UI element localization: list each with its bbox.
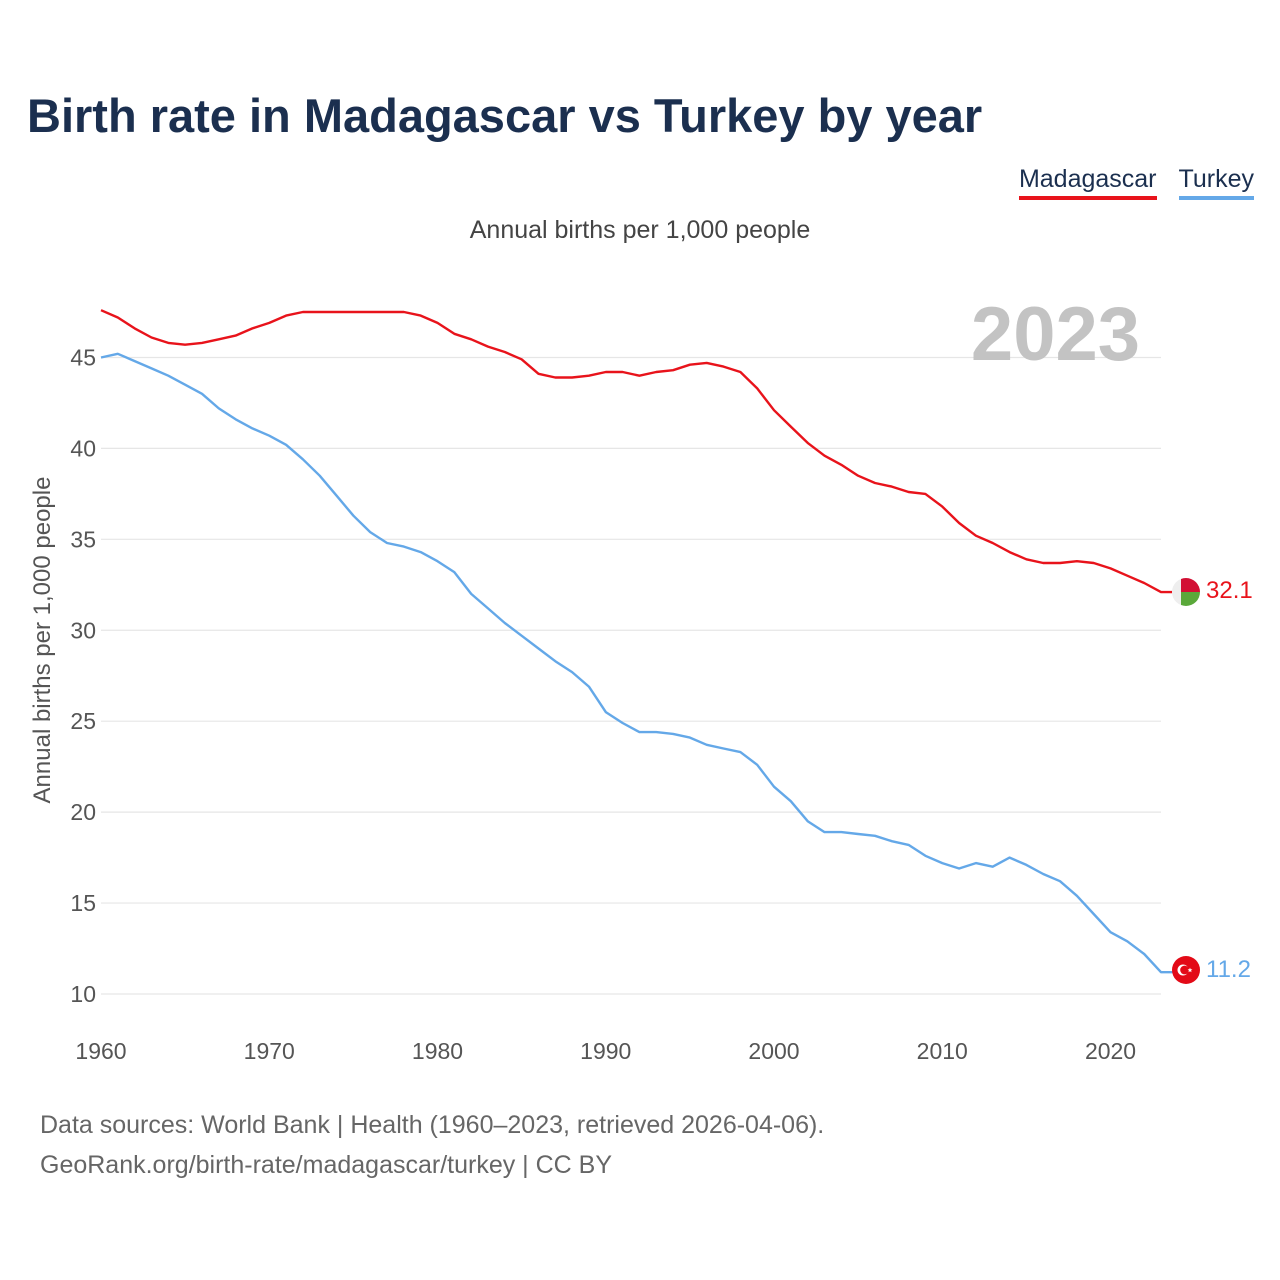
legend-item-turkey[interactable]: Turkey bbox=[1178, 165, 1254, 200]
x-axis-ticks: 1960 1970 1980 1990 2000 2010 2020 bbox=[75, 1038, 1136, 1064]
turkey-flag-icon bbox=[1172, 956, 1200, 984]
y-tick-label: 10 bbox=[70, 981, 96, 1007]
madagascar-flag-icon bbox=[1172, 578, 1200, 606]
x-tick-label: 1990 bbox=[580, 1038, 631, 1064]
series-line-madagascar[interactable] bbox=[100, 309, 1173, 594]
chart-title: Birth rate in Madagascar vs Turkey by ye… bbox=[27, 89, 983, 142]
y-axis-ticks: 10 15 20 25 30 35 40 45 bbox=[70, 344, 96, 1007]
y-tick-label: 30 bbox=[70, 617, 96, 643]
x-tick-label: 1970 bbox=[244, 1038, 295, 1064]
series-line-turkey[interactable] bbox=[100, 352, 1173, 974]
y-tick-label: 20 bbox=[70, 799, 96, 825]
chart-subtitle: Annual births per 1,000 people bbox=[469, 216, 811, 244]
turkey-end-value: 11.2 bbox=[1206, 956, 1251, 983]
y-tick-label: 40 bbox=[70, 435, 96, 461]
y-tick-label: 35 bbox=[70, 526, 96, 552]
x-tick-label: 1980 bbox=[412, 1038, 463, 1064]
y-tick-label: 15 bbox=[70, 890, 96, 916]
legend-item-madagascar[interactable]: Madagascar bbox=[1018, 165, 1157, 200]
y-tick-label: 25 bbox=[70, 708, 96, 734]
grid-lines bbox=[101, 356, 1161, 995]
legend: Madagascar Turkey bbox=[1018, 165, 1254, 200]
x-tick-label: 2000 bbox=[748, 1038, 799, 1064]
x-tick-label: 2020 bbox=[1085, 1038, 1136, 1064]
current-year-display: 2023 bbox=[971, 292, 1140, 377]
y-tick-label: 45 bbox=[70, 344, 96, 370]
y-axis-label: Annual births per 1,000 people bbox=[29, 477, 56, 804]
footer-url-line[interactable]: GeoRank.org/birth-rate/madagascar/turkey… bbox=[40, 1151, 613, 1179]
series-lines bbox=[100, 309, 1173, 974]
x-tick-label: 1960 bbox=[75, 1038, 126, 1064]
footer-source-line: Data sources: World Bank | Health (1960–… bbox=[40, 1111, 825, 1139]
x-tick-label: 2010 bbox=[917, 1038, 968, 1064]
end-markers: 32.1 11.2 bbox=[1172, 577, 1253, 984]
footer-sources: Data sources: World Bank | Health (1960–… bbox=[40, 1105, 824, 1185]
madagascar-end-value: 32.1 bbox=[1206, 577, 1253, 604]
